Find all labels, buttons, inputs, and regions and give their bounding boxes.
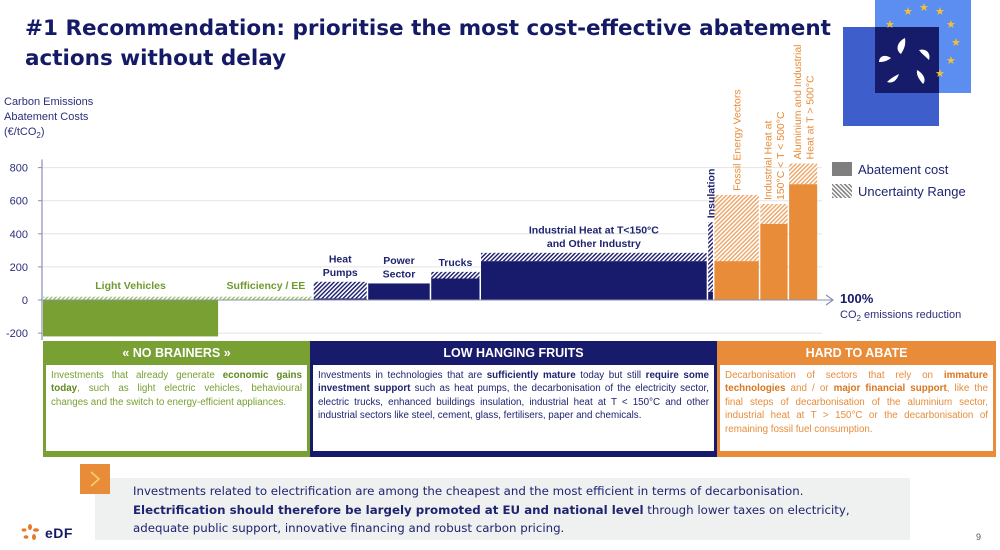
y-tick-label: -200 xyxy=(6,328,28,340)
y-axis-label-line: Abatement Costs xyxy=(4,111,89,123)
category-description: Decarbonisation of sectors that rely on … xyxy=(720,365,993,451)
bar-label: Power xyxy=(383,255,415,267)
bar-uncertainty xyxy=(714,194,759,262)
category-no-brainers: « NO BRAINERS » Investments that already… xyxy=(43,341,310,457)
bar-uncertainty xyxy=(708,222,713,292)
abatement-swatch xyxy=(832,162,852,176)
bar-label: Industrial Heat at T<150°C xyxy=(529,224,659,236)
page-number: 9 xyxy=(976,532,982,542)
edf-wordmark: eDF xyxy=(45,525,73,541)
category-heading: « NO BRAINERS » xyxy=(122,346,231,360)
category-heading: LOW HANGING FRUITS xyxy=(443,346,584,360)
bar-uncertainty xyxy=(219,296,313,300)
legend-item-uncertainty: Uncertainty Range xyxy=(832,180,966,202)
body-text: and / or xyxy=(785,383,834,395)
svg-text:★: ★ xyxy=(919,1,929,14)
abatement-cost-chart: -200 0 200 400 600 800 Light Vehicles Sufficie… xyxy=(6,44,835,340)
chevron-right-icon xyxy=(80,464,110,494)
bar-abatement xyxy=(481,261,707,300)
edf-swirl-icon xyxy=(21,524,39,540)
bar-label: and Other Industry xyxy=(547,238,641,250)
x-axis-arrow-icon xyxy=(825,294,835,306)
bar-uncertainty xyxy=(43,296,219,300)
bar-abatement xyxy=(708,291,713,300)
bar-abatement xyxy=(313,298,367,300)
body-text: , like the final steps of decarbonisatio… xyxy=(725,383,988,435)
bar-label: Pumps xyxy=(323,267,358,279)
y-tick-label: 0 xyxy=(22,295,28,307)
bar-abatement xyxy=(789,184,818,300)
legend-label: Uncertainty Range xyxy=(858,183,966,199)
bar-label: Sufficiency / EE xyxy=(227,280,306,292)
bar-label: Industrial Heat at xyxy=(763,121,775,200)
y-tick-label: 800 xyxy=(10,163,28,175)
chart-legend: Abatement cost Uncertainty Range xyxy=(832,158,966,202)
category-heading: HARD TO ABATE xyxy=(805,346,908,360)
category-hard-to-abate: HARD TO ABATE Decarbonisation of sectors… xyxy=(717,341,996,457)
bar-uncertainty xyxy=(313,281,367,299)
body-text: Decarbonisation of sectors that rely on xyxy=(725,370,944,381)
bar-abatement xyxy=(760,223,788,300)
emphasis-text: require some investment support xyxy=(318,370,710,395)
bar-label: 150°C < T < 500°C xyxy=(775,111,787,200)
emphasis-text: immature technologies xyxy=(725,370,988,395)
bar-label: Heat at T > 500°C xyxy=(804,75,816,159)
bar-label: Aluminium and Industrial xyxy=(792,44,804,159)
key-message: Investments related to electrification a… xyxy=(133,482,893,538)
svg-text:★: ★ xyxy=(903,5,913,18)
bar-uncertainty xyxy=(481,252,707,262)
category-description: Investments that already generate econom… xyxy=(46,365,307,451)
bar-uncertainty xyxy=(760,204,788,224)
svg-text:★: ★ xyxy=(946,18,956,31)
body-text: such as heat pumps, the decarbonisation … xyxy=(318,383,710,422)
key-message-line: Electrification should therefore be larg… xyxy=(133,502,850,536)
bar-label: Sector xyxy=(383,268,416,280)
bar-abatement xyxy=(368,283,430,300)
y-axis-label-line: (€/tCO2) xyxy=(4,126,45,141)
category-low-hanging-fruits: LOW HANGING FRUITS Investments in techno… xyxy=(310,341,717,457)
emphasis-text: economic gains today xyxy=(51,370,302,395)
emphasis-text: sufficiently mature xyxy=(486,370,576,381)
bar-label: Fossil Energy Vectors xyxy=(732,89,744,191)
body-text: Investments that already generate xyxy=(51,370,223,381)
bar-uncertainty xyxy=(431,271,480,279)
x-axis-end-label: 100% xyxy=(840,291,874,306)
svg-text:★: ★ xyxy=(951,36,961,49)
y-axis-label: Carbon Emissions Abatement Costs (€/tCO2… xyxy=(4,95,93,143)
bar-label: Trucks xyxy=(438,257,472,269)
svg-text:★: ★ xyxy=(935,5,945,18)
legend-item-abatement: Abatement cost xyxy=(832,158,966,180)
bar-label: Heat xyxy=(329,253,352,265)
bar-abatement xyxy=(43,300,219,337)
y-tick-label: 200 xyxy=(10,262,28,274)
bar-label: Light Vehicles xyxy=(95,280,166,292)
body-text: , such as light electric vehicles, behav… xyxy=(51,383,302,408)
edf-logo: eDF xyxy=(20,524,73,542)
svg-text:★: ★ xyxy=(946,54,956,67)
page-title: #1 Recommendation: prioritise the most c… xyxy=(25,16,831,71)
body-text: today but still xyxy=(575,370,646,381)
y-tick-label: 600 xyxy=(10,196,28,208)
legend-label: Abatement cost xyxy=(858,161,949,177)
key-message-line: Investments related to electrification a… xyxy=(133,484,804,498)
y-axis-label-line: Carbon Emissions xyxy=(4,96,94,108)
bar-abatement xyxy=(714,261,759,300)
bar-abatement xyxy=(431,278,480,300)
y-tick-label: 400 xyxy=(10,229,28,241)
bar-uncertainty xyxy=(789,163,818,185)
key-message-emphasis: Electrification should therefore be larg… xyxy=(133,502,644,517)
category-description: Investments in technologies that are suf… xyxy=(313,365,714,451)
svg-text:★: ★ xyxy=(935,67,945,80)
bar-label: Insulation xyxy=(706,169,718,219)
uncertainty-swatch xyxy=(832,184,852,198)
emphasis-text: major financial support xyxy=(833,383,947,395)
svg-text:★: ★ xyxy=(885,18,895,31)
x-axis-title: CO2 emissions reduction xyxy=(840,309,962,324)
eu-edf-logo: ★ ★ ★ ★ ★ ★ ★ ★ xyxy=(843,0,971,126)
key-message-box xyxy=(95,478,910,540)
body-text: Investments in technologies that are xyxy=(318,370,487,381)
